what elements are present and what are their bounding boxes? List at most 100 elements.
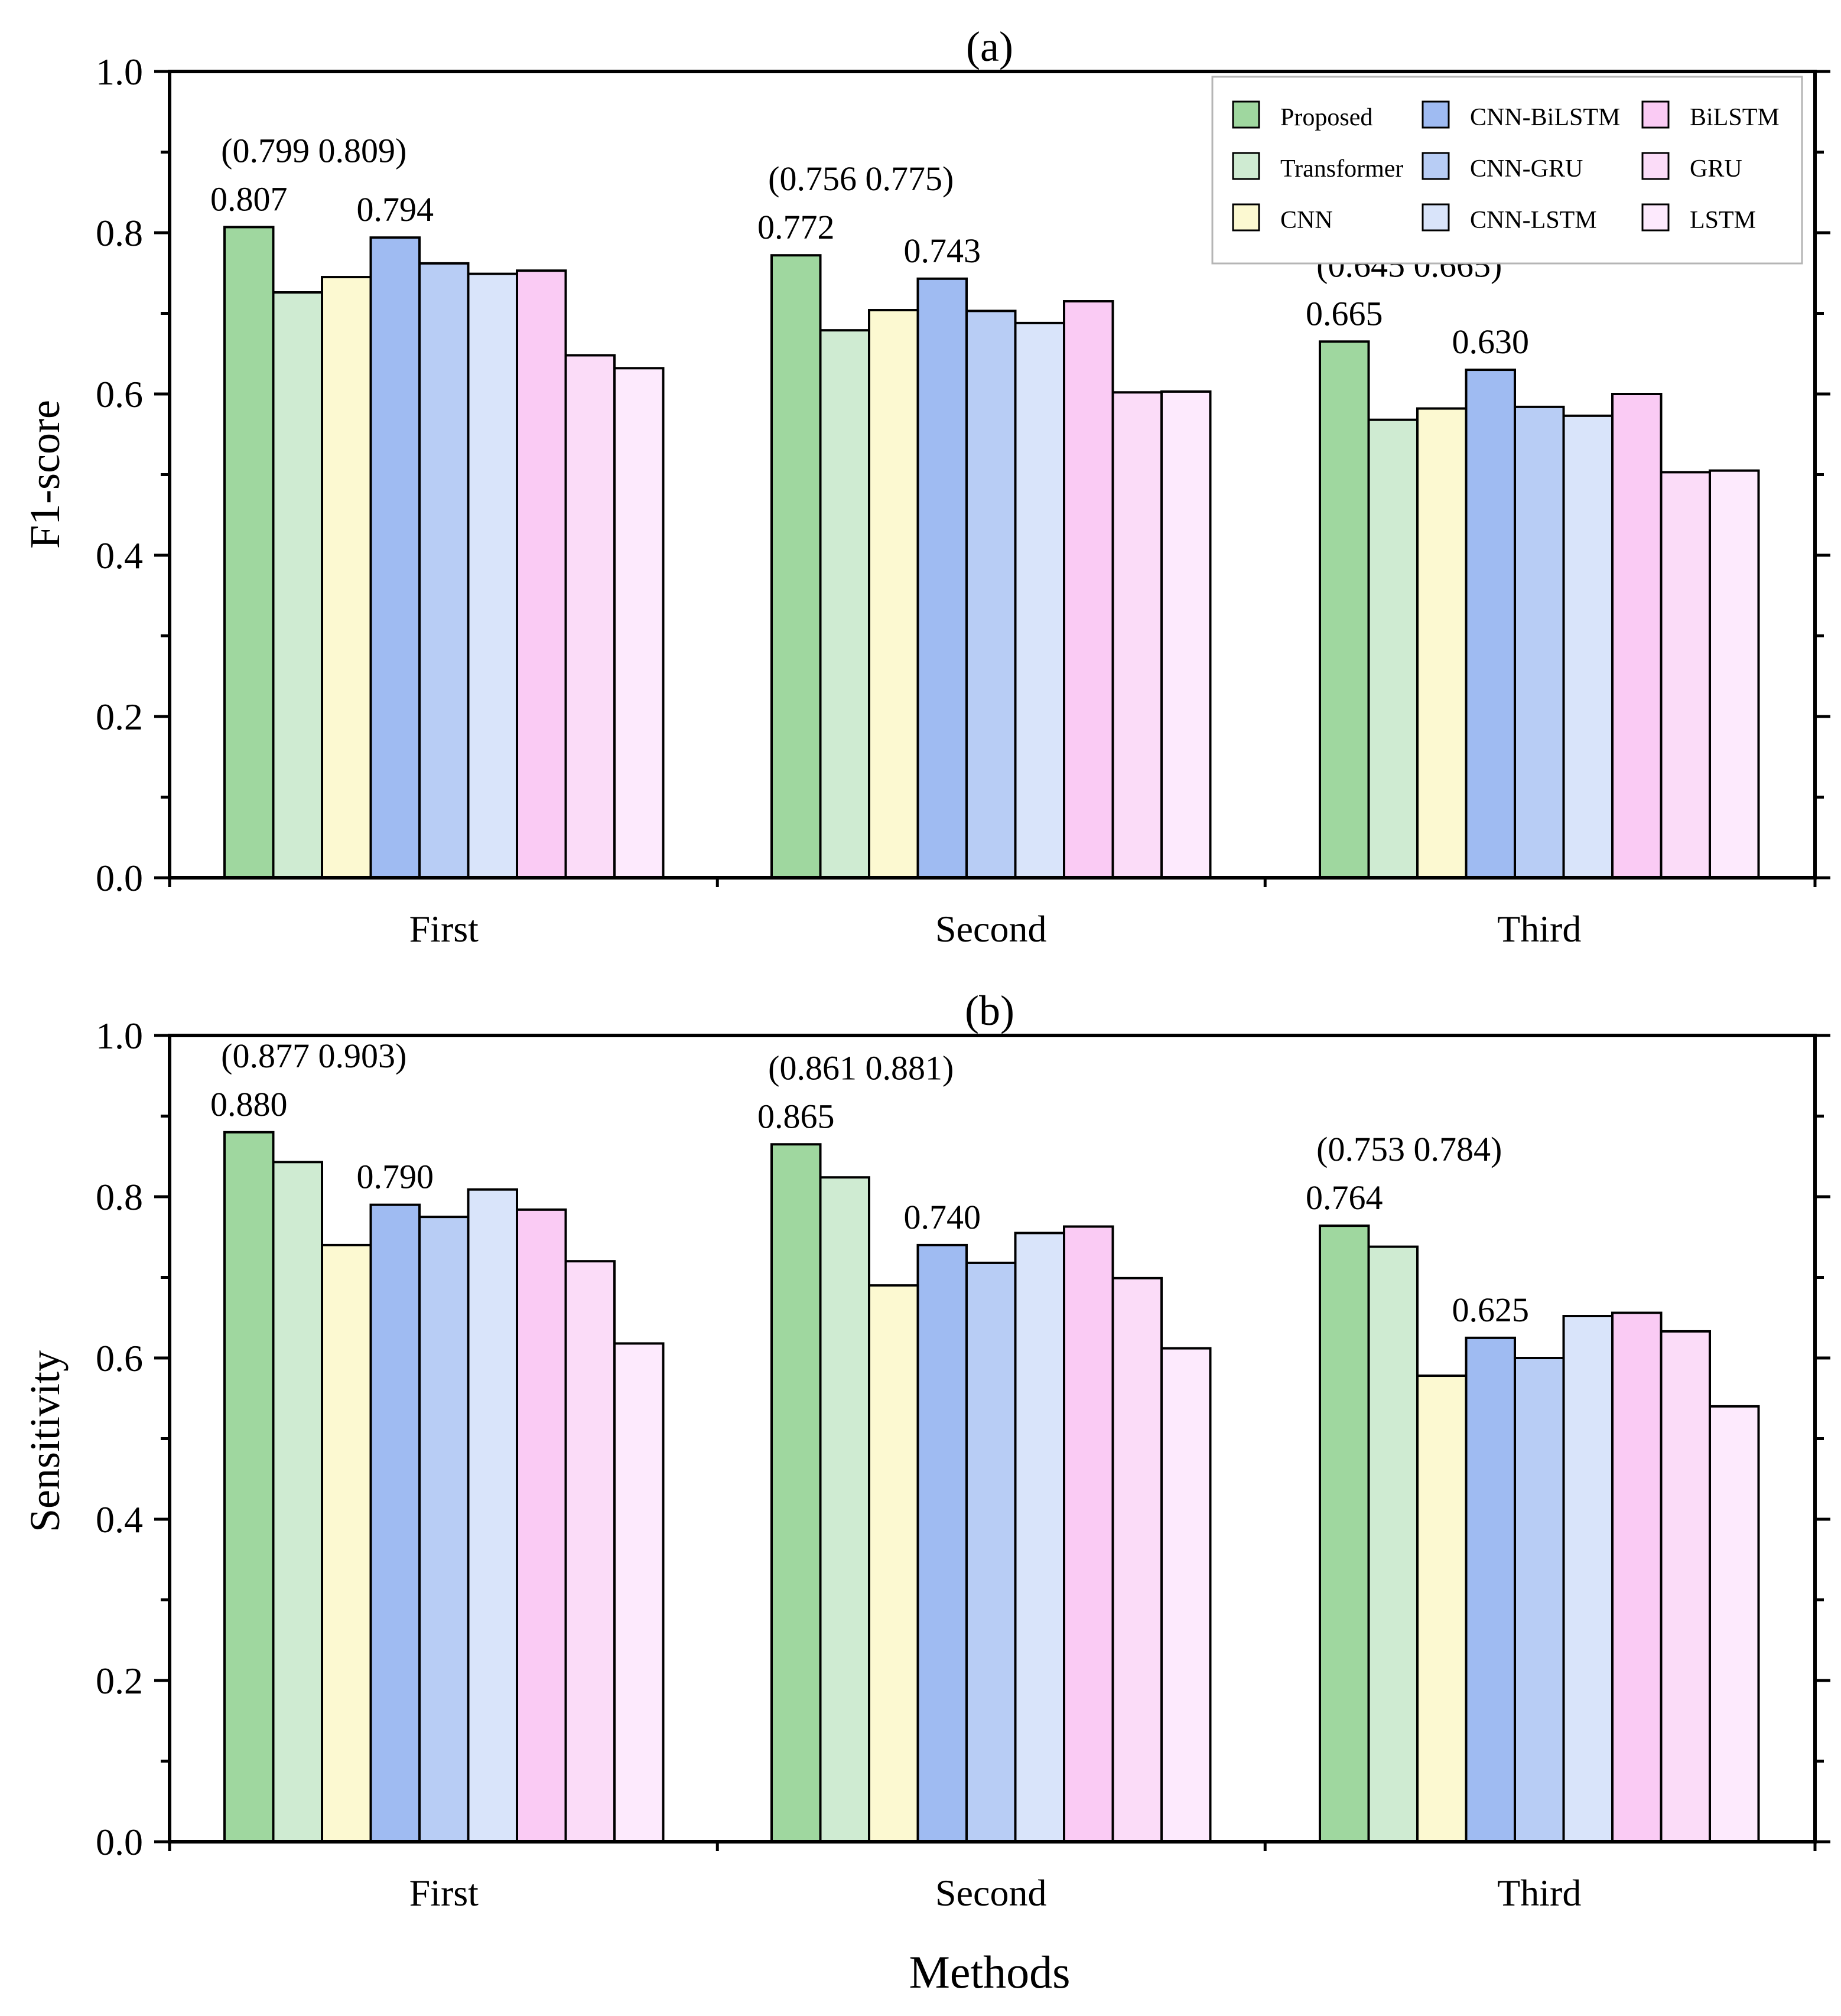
- bar-b-third-cnn-bilstm: [1465, 1336, 1516, 1843]
- bar-a-first-bilstm: [516, 269, 567, 879]
- legend-label-cnn: CNN: [1280, 207, 1333, 234]
- legend-label-cnn-gru: CNN-GRU: [1470, 155, 1583, 183]
- legend-label-cnn-lstm: CNN-LSTM: [1470, 207, 1597, 234]
- bar-a-third-lstm: [1709, 469, 1760, 879]
- chart-title-a: (a): [966, 23, 1013, 70]
- legend-label-cnn-bilstm: CNN-BiLSTM: [1470, 104, 1620, 131]
- value-label-cnn-bilstm-b: 0.625: [1452, 1291, 1530, 1329]
- value-label-cnn-bilstm-b: 0.790: [357, 1158, 434, 1196]
- bar-b-third-bilstm: [1611, 1311, 1663, 1844]
- y-tick-label-b: 0.6: [96, 1337, 143, 1379]
- bar-a-third-cnn-lstm: [1562, 414, 1614, 879]
- plot-area-a: 0.0 0.2 0.4 0.6 0.8 1.0 First Second Third 0.807 (…: [96, 51, 1830, 950]
- y-tick-label-a: 0.6: [96, 373, 143, 415]
- bar-a-first-cnn-bilstm: [369, 236, 421, 880]
- bar-a-third-proposed: [1319, 340, 1370, 879]
- y-tick-label-a: 0.8: [96, 212, 143, 254]
- bar-b-third-transformer: [1367, 1245, 1419, 1843]
- bar-a-first-gru: [564, 354, 616, 879]
- bar-a-first-transformer: [272, 291, 323, 879]
- bar-a-first-cnn-lstm: [467, 272, 518, 879]
- x-tick-label-b: Third: [1497, 1872, 1581, 1914]
- bar-b-second-proposed: [770, 1143, 822, 1843]
- bar-a-third-cnn-bilstm: [1465, 369, 1516, 879]
- bar-b-second-cnn-bilstm: [916, 1243, 968, 1843]
- bar-b-second-cnn-gru: [965, 1261, 1017, 1843]
- bar-a-second-cnn-gru: [965, 310, 1017, 879]
- ci-label-b: (0.861 0.881): [768, 1048, 954, 1087]
- value-label-cnn-bilstm-a: 0.743: [904, 232, 981, 270]
- y-tick-label-a: 0.2: [96, 696, 143, 738]
- legend-label-gru: GRU: [1690, 155, 1742, 183]
- value-label-proposed-b: 0.764: [1306, 1178, 1383, 1217]
- x-tick-label-a: First: [409, 908, 479, 950]
- bar-b-third-cnn: [1416, 1375, 1468, 1843]
- panel-b: (b) Sensitivity 0.0 0.2 0.4 0.6 0.8 1.0 First S…: [21, 987, 1830, 1914]
- plot-area-b: 0.0 0.2 0.4 0.6 0.8 1.0 First Second Third 0.880 (…: [96, 1015, 1830, 1914]
- bar-a-second-bilstm: [1063, 300, 1114, 879]
- bar-b-third-cnn-gru: [1514, 1357, 1565, 1843]
- bar-b-first-proposed: [223, 1131, 275, 1843]
- bar-a-second-cnn: [868, 309, 919, 879]
- ci-label-a: (0.756 0.775): [768, 159, 954, 198]
- y-tick-label-a: 1.0: [96, 51, 143, 93]
- value-label-cnn-bilstm-a: 0.630: [1452, 323, 1530, 361]
- x-tick-label-b: First: [409, 1872, 479, 1914]
- bar-a-third-gru: [1660, 471, 1711, 879]
- bar-b-second-gru: [1111, 1276, 1163, 1843]
- bar-a-second-cnn-lstm: [1014, 321, 1065, 879]
- value-label-proposed-b: 0.880: [210, 1085, 288, 1123]
- legend-swatch-gru: [1641, 152, 1670, 180]
- x-tick-label-b: Second: [935, 1872, 1046, 1914]
- y-tick-label-b: 0.8: [96, 1176, 143, 1218]
- value-label-proposed-a: 0.665: [1306, 294, 1383, 333]
- bar-a-second-proposed: [770, 254, 822, 880]
- bar-a-first-proposed: [223, 226, 275, 880]
- bar-a-first-cnn-gru: [418, 262, 470, 879]
- bar-a-third-cnn: [1416, 407, 1468, 879]
- bar-b-second-cnn: [868, 1284, 919, 1843]
- legend-swatch-cnn-bilstm: [1422, 100, 1450, 129]
- legend-swatch-proposed: [1232, 100, 1260, 129]
- legend-label-bilstm: BiLSTM: [1690, 104, 1780, 131]
- value-label-proposed-a: 0.772: [757, 208, 835, 246]
- y-tick-label-b: 0.4: [96, 1499, 143, 1541]
- y-axis-label-b: Sensitivity: [21, 1350, 69, 1532]
- legend: Proposed Transformer CNN CNN-BiLSTM CNN-GRU C…: [1211, 76, 1803, 265]
- legend-swatch-transformer: [1232, 152, 1260, 180]
- y-tick-label-a: 0.4: [96, 535, 143, 577]
- x-tick-label-a: Third: [1497, 908, 1581, 950]
- bar-b-second-bilstm: [1063, 1225, 1114, 1843]
- bar-b-first-transformer: [272, 1161, 323, 1843]
- legend-swatch-lstm: [1641, 203, 1670, 232]
- ci-label-b: (0.877 0.903): [221, 1037, 406, 1075]
- value-label-proposed-b: 0.865: [757, 1097, 835, 1135]
- value-label-proposed-a: 0.807: [210, 180, 288, 218]
- legend-box: [1211, 76, 1803, 265]
- bar-a-second-gru: [1111, 391, 1163, 879]
- value-label-cnn-bilstm-b: 0.740: [904, 1198, 981, 1236]
- chart-title-b: (b): [965, 987, 1014, 1034]
- bar-a-third-bilstm: [1611, 393, 1663, 879]
- legend-swatch-cnn-lstm: [1422, 203, 1450, 232]
- legend-swatch-cnn: [1232, 203, 1260, 232]
- bar-b-third-proposed: [1319, 1224, 1370, 1843]
- legend-swatch-cnn-gru: [1422, 152, 1450, 180]
- bar-b-second-transformer: [819, 1176, 870, 1843]
- legend-label-lstm: LSTM: [1690, 207, 1756, 234]
- bar-b-third-gru: [1660, 1330, 1711, 1844]
- bar-a-second-lstm: [1160, 390, 1212, 879]
- legend-label-transformer: Transformer: [1280, 155, 1403, 183]
- x-tick-label-a: Second: [935, 908, 1046, 950]
- ci-label-a: (0.799 0.809): [221, 131, 406, 170]
- bar-b-third-cnn-lstm: [1562, 1315, 1614, 1843]
- legend-swatch-bilstm: [1641, 100, 1670, 129]
- y-tick-label-b: 1.0: [96, 1015, 143, 1057]
- bar-b-second-cnn-lstm: [1014, 1232, 1065, 1843]
- bar-b-first-cnn-gru: [418, 1216, 470, 1843]
- value-label-cnn-bilstm-a: 0.794: [357, 190, 434, 229]
- bar-a-second-cnn-bilstm: [916, 277, 968, 879]
- y-tick-label-b: 0.0: [96, 1821, 143, 1863]
- bar-b-first-lstm: [613, 1342, 665, 1843]
